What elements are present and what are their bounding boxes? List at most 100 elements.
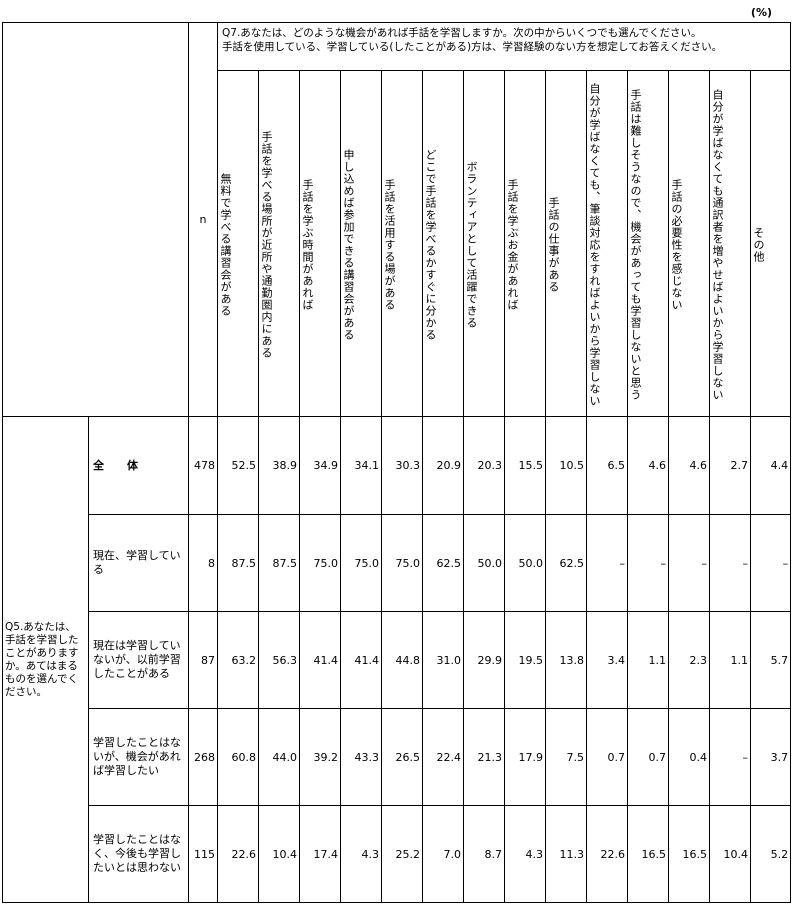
column-header: どこで手話を学べるかすぐに分かる bbox=[422, 70, 464, 417]
column-header: 手話を活用する場がある bbox=[381, 70, 423, 417]
n-cell: 268 bbox=[188, 708, 218, 806]
value-cell: 21.3 bbox=[463, 708, 505, 806]
column-header: 手話の仕事がある bbox=[545, 70, 587, 417]
row-label: 学習したことはなく、今後も学習したいとは思わない bbox=[88, 805, 189, 903]
value-cell: 41.4 bbox=[299, 611, 341, 709]
column-header: 自分が学ばなくても通訳者を増やせばよいから学習しない bbox=[709, 70, 751, 417]
value-cell: 87.5 bbox=[217, 514, 259, 612]
value-cell: 31.0 bbox=[422, 611, 464, 709]
n-cell: 87 bbox=[188, 611, 218, 709]
value-cell: 2.7 bbox=[709, 416, 751, 515]
value-cell: 13.8 bbox=[545, 611, 587, 709]
value-cell: 62.5 bbox=[422, 514, 464, 612]
value-cell: 1.1 bbox=[627, 611, 669, 709]
value-cell: 34.9 bbox=[299, 416, 341, 515]
value-cell: 16.5 bbox=[668, 805, 710, 903]
table-row: 現在、学習している 8 87.5 87.5 75.0 75.0 75.0 62.… bbox=[3, 514, 792, 612]
q5-question-label: Q5.あなたは、手話を学習したことがありますか。あてはまるものを選んでください。 bbox=[2, 416, 89, 903]
n-cell: 478 bbox=[188, 416, 218, 515]
value-cell: 50.0 bbox=[504, 514, 546, 612]
column-header: その他 bbox=[749, 70, 792, 417]
value-cell: 50.0 bbox=[463, 514, 505, 612]
value-cell: – bbox=[627, 514, 669, 612]
value-cell: – bbox=[668, 514, 710, 612]
value-cell: 22.4 bbox=[422, 708, 464, 806]
corner-cell bbox=[2, 22, 189, 417]
value-cell: 75.0 bbox=[381, 514, 423, 612]
value-cell: 1.1 bbox=[709, 611, 751, 709]
value-cell: 75.0 bbox=[299, 514, 341, 612]
value-cell: 30.3 bbox=[381, 416, 423, 515]
value-cell: 5.2 bbox=[749, 805, 792, 903]
column-header: 申し込めば参加できる講習会がある bbox=[340, 70, 382, 417]
value-cell: 16.5 bbox=[627, 805, 669, 903]
value-cell: 0.7 bbox=[627, 708, 669, 806]
value-cell: 52.5 bbox=[217, 416, 259, 515]
value-cell: 8.7 bbox=[463, 805, 505, 903]
crosstab-table: n Q7.あなたは、どのような機会があれば手話を学習しますか。次の中からいくつで… bbox=[2, 22, 792, 903]
row-label: 現在、学習している bbox=[88, 514, 189, 612]
n-cell: 8 bbox=[188, 514, 218, 612]
value-cell: 41.4 bbox=[340, 611, 382, 709]
column-header: 自分が学ばなくても、筆談対応をすればよいから学習しない bbox=[586, 70, 628, 417]
value-cell: 15.5 bbox=[504, 416, 546, 515]
n-header: n bbox=[188, 22, 218, 417]
value-cell: 6.5 bbox=[586, 416, 628, 515]
value-cell: 4.6 bbox=[627, 416, 669, 515]
q7-question-header: Q7.あなたは、どのような機会があれば手話を学習しますか。次の中からいくつでも選… bbox=[216, 22, 792, 71]
value-cell: 75.0 bbox=[340, 514, 382, 612]
value-cell: 10.5 bbox=[545, 416, 587, 515]
n-cell: 115 bbox=[188, 805, 218, 903]
value-cell: 44.8 bbox=[381, 611, 423, 709]
value-cell: – bbox=[709, 514, 751, 612]
column-header: 手話を学ぶお金があれば bbox=[504, 70, 546, 417]
value-cell: 17.9 bbox=[504, 708, 546, 806]
value-cell: 63.2 bbox=[217, 611, 259, 709]
table-row: 現在は学習していないが、以前学習したことがある 87 63.2 56.3 41.… bbox=[3, 611, 792, 709]
value-cell: – bbox=[586, 514, 628, 612]
value-cell: 38.9 bbox=[258, 416, 300, 515]
q7-question-line-2: 手話を使用している、学習している(したことがある)方は、学習経験のない方を想定し… bbox=[222, 41, 723, 53]
value-cell: 5.7 bbox=[749, 611, 792, 709]
value-cell: 10.4 bbox=[258, 805, 300, 903]
value-cell: 20.3 bbox=[463, 416, 505, 515]
value-cell: – bbox=[709, 708, 751, 806]
value-cell: 3.4 bbox=[586, 611, 628, 709]
value-cell: 87.5 bbox=[258, 514, 300, 612]
value-cell: 34.1 bbox=[340, 416, 382, 515]
value-cell: 22.6 bbox=[217, 805, 259, 903]
value-cell: 4.3 bbox=[340, 805, 382, 903]
value-cell: 25.2 bbox=[381, 805, 423, 903]
value-cell: 20.9 bbox=[422, 416, 464, 515]
value-cell: 19.5 bbox=[504, 611, 546, 709]
column-header: 手話を学べる場所が近所や通勤圏内にある bbox=[258, 70, 300, 417]
value-cell: 26.5 bbox=[381, 708, 423, 806]
row-label: 学習したことはないが、機会があれば学習したい bbox=[88, 708, 189, 806]
column-header: 手話の必要性を感じない bbox=[668, 70, 710, 417]
value-cell: 4.6 bbox=[668, 416, 710, 515]
value-cell: 10.4 bbox=[709, 805, 751, 903]
column-header: 無料で学べる講習会がある bbox=[217, 70, 259, 417]
table-row: 学習したことはなく、今後も学習したいとは思わない 115 22.6 10.4 1… bbox=[3, 805, 792, 903]
unit-label: (%) bbox=[750, 6, 772, 19]
value-cell: 44.0 bbox=[258, 708, 300, 806]
value-cell: 2.3 bbox=[668, 611, 710, 709]
value-cell: 4.4 bbox=[749, 416, 792, 515]
value-cell: 0.4 bbox=[668, 708, 710, 806]
value-cell: 4.3 bbox=[504, 805, 546, 903]
value-cell: 22.6 bbox=[586, 805, 628, 903]
q7-question-line-1: Q7.あなたは、どのような機会があれば手話を学習しますか。次の中からいくつでも選… bbox=[222, 27, 702, 39]
table-row: Q5.あなたは、手話を学習したことがありますか。あてはまるものを選んでください。… bbox=[2, 416, 792, 903]
value-cell: – bbox=[749, 514, 792, 612]
value-cell: 43.3 bbox=[340, 708, 382, 806]
value-cell: 11.3 bbox=[545, 805, 587, 903]
value-cell: 0.7 bbox=[586, 708, 628, 806]
column-header: 手話は難しそうなので、機会があっても学習しないと思う bbox=[627, 70, 669, 417]
value-cell: 7.0 bbox=[422, 805, 464, 903]
value-cell: 7.5 bbox=[545, 708, 587, 806]
value-cell: 56.3 bbox=[258, 611, 300, 709]
value-cell: 39.2 bbox=[299, 708, 341, 806]
column-header: ボランティアとして活躍できる bbox=[463, 70, 505, 417]
column-header: 手話を学ぶ時間があれば bbox=[299, 70, 341, 417]
table-row: 学習したことはないが、機会があれば学習したい 268 60.8 44.0 39.… bbox=[3, 708, 792, 806]
